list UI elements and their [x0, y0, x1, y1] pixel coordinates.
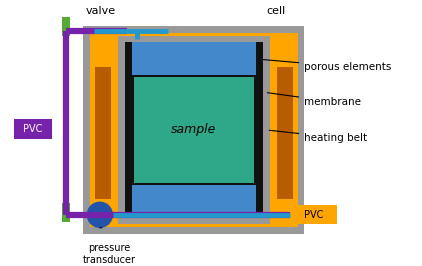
Bar	[62, 17, 70, 36]
Bar	[290, 205, 337, 224]
Text: sample: sample	[171, 123, 216, 136]
Bar	[125, 42, 263, 218]
Text: cell: cell	[267, 6, 286, 16]
Bar	[83, 26, 304, 234]
Text: valve: valve	[86, 6, 116, 16]
Text: PVC: PVC	[304, 210, 323, 220]
Circle shape	[87, 202, 113, 228]
Bar	[90, 33, 298, 227]
Text: pressure
transducer: pressure transducer	[83, 243, 136, 265]
Text: membrane: membrane	[268, 93, 361, 107]
Bar	[134, 77, 254, 183]
Bar	[132, 42, 256, 75]
Bar	[14, 119, 52, 139]
Bar	[118, 36, 271, 224]
Bar	[277, 67, 293, 199]
Bar	[62, 203, 70, 222]
Bar	[132, 185, 256, 218]
Bar	[95, 67, 111, 199]
Text: porous elements: porous elements	[263, 60, 392, 72]
Text: PVC: PVC	[23, 124, 43, 134]
Text: heating belt: heating belt	[269, 130, 367, 143]
